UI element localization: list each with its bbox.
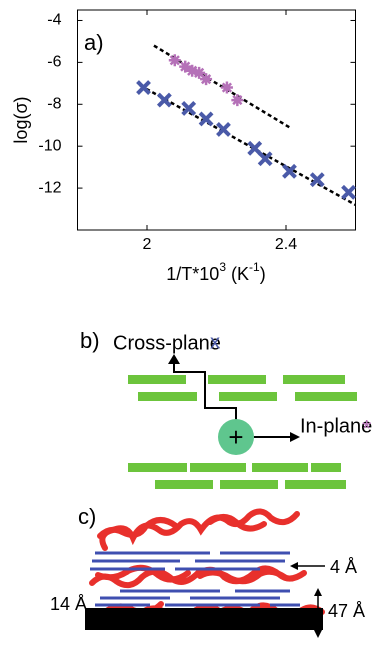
cross-plane-label: Cross-plane (113, 332, 221, 354)
data-point (247, 140, 263, 156)
gap-label: 14 Å (50, 594, 87, 614)
x-axis-label-part: 1/T*10 (166, 264, 219, 284)
x-axis-label-part: ) (260, 264, 266, 284)
y-tick-label: -4 (47, 12, 61, 29)
x-axis-label-part: -1 (249, 260, 260, 274)
fit-line (139, 84, 357, 206)
y-tick-label: -12 (38, 179, 61, 196)
data-point (186, 64, 199, 77)
x-axis-label: 1/T*103 (K-1) (166, 260, 265, 284)
y-tick-label: -8 (47, 96, 61, 113)
cross-plane-symbol: x (210, 331, 220, 353)
panel-label: b) (80, 328, 100, 353)
x-tick-label: 2.4 (275, 236, 297, 253)
y-tick-label: -6 (47, 54, 61, 71)
data-point (257, 151, 273, 167)
data-point (193, 66, 206, 79)
charge-sign: + (228, 422, 243, 452)
y-axis-label: log(σ) (11, 96, 31, 143)
backbones (90, 551, 300, 607)
panel-label: a) (84, 30, 104, 55)
thickness-label: 47 Å (328, 601, 365, 621)
substrate (85, 608, 323, 630)
data-point (156, 92, 172, 108)
x-axis-label-part: (K (226, 264, 249, 284)
plot-frame (77, 9, 356, 231)
x-axis-label-part: 3 (219, 260, 226, 274)
data-point (179, 60, 192, 73)
data-point (341, 184, 356, 200)
in-plane-label: In-plane (300, 415, 372, 437)
data-point (309, 172, 325, 188)
data-point (282, 163, 297, 179)
data-point (136, 80, 151, 95)
data-point (220, 81, 233, 94)
data-point (231, 94, 244, 107)
x-tick-label: 2 (143, 236, 152, 253)
data-point (200, 73, 213, 86)
in-plane-symbol: * (362, 415, 371, 442)
data-point (168, 54, 181, 67)
y-tick-label: -10 (38, 137, 61, 154)
data-point (198, 111, 214, 127)
arrowhead (290, 562, 298, 570)
panel-label: c) (78, 504, 96, 529)
spacing-label: 4 Å (330, 557, 357, 577)
data-point (181, 101, 197, 116)
layers (128, 375, 357, 489)
arrowhead (168, 354, 180, 364)
charge (218, 419, 254, 455)
arrowhead (290, 432, 300, 442)
data-point (216, 122, 231, 137)
cross-plane-path (173, 362, 237, 420)
